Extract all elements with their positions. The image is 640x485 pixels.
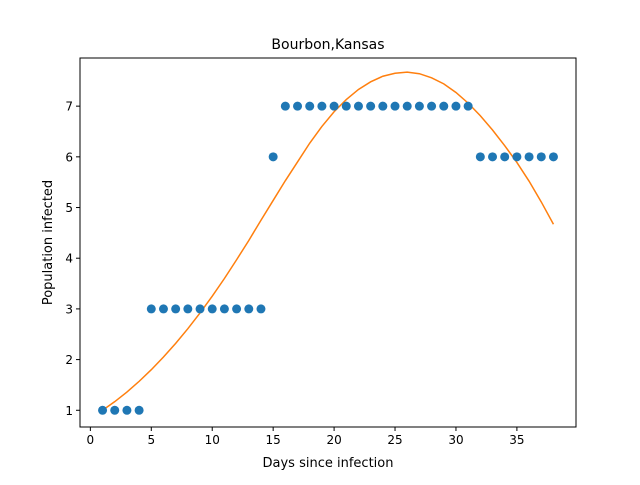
y-axis-label: Population infected	[41, 180, 56, 305]
data-point	[158, 304, 168, 314]
plot-frame	[79, 57, 577, 428]
data-point	[427, 101, 437, 111]
data-point	[548, 152, 558, 162]
x-tick-label: 35	[509, 433, 524, 447]
y-tick-label: 6	[65, 150, 73, 164]
data-point	[195, 304, 205, 314]
y-tick-label: 5	[65, 201, 73, 215]
data-point	[207, 304, 217, 314]
data-point	[244, 304, 254, 314]
data-point	[536, 152, 546, 162]
data-point	[171, 304, 181, 314]
data-point	[378, 101, 388, 111]
data-point	[293, 101, 303, 111]
data-point	[366, 101, 376, 111]
x-tick-label: 0	[87, 433, 95, 447]
y-tick-label: 2	[65, 353, 73, 367]
data-point	[268, 152, 278, 162]
data-point	[341, 101, 351, 111]
data-point	[488, 152, 498, 162]
line-layer	[102, 71, 555, 411]
data-point	[219, 304, 229, 314]
data-point	[512, 152, 522, 162]
data-point	[317, 101, 327, 111]
x-tick-label: 30	[448, 433, 463, 447]
data-point	[305, 101, 315, 111]
data-point	[402, 101, 412, 111]
data-point	[183, 304, 193, 314]
x-tick-label: 20	[326, 433, 341, 447]
data-point	[524, 152, 534, 162]
y-tick-label: 4	[65, 252, 73, 266]
x-tick-label: 5	[147, 433, 155, 447]
x-axis-label: Days since infection	[263, 456, 394, 471]
points-layer	[98, 101, 558, 415]
tick-layer: 0 5 10 15 20 25 30 35 1 2 3 4 5 6 7	[65, 100, 524, 447]
data-point	[500, 152, 510, 162]
data-point	[280, 101, 290, 111]
x-tick-label: 15	[266, 433, 281, 447]
data-point	[390, 101, 400, 111]
data-point	[256, 304, 266, 314]
data-point	[439, 101, 449, 111]
x-tick-label: 10	[205, 433, 220, 447]
data-point	[475, 152, 485, 162]
data-point	[451, 101, 461, 111]
data-point	[329, 101, 339, 111]
data-point	[353, 101, 363, 111]
y-tick-label: 1	[65, 404, 73, 418]
data-point	[463, 101, 473, 111]
chart-title: Bourbon,Kansas	[271, 37, 384, 53]
y-tick-label: 3	[65, 302, 73, 316]
data-point	[110, 405, 120, 415]
data-point	[122, 405, 132, 415]
data-point	[232, 304, 242, 314]
fit-line	[102, 71, 555, 411]
data-point	[134, 405, 144, 415]
data-point	[414, 101, 424, 111]
x-tick-label: 25	[387, 433, 402, 447]
data-point	[146, 304, 156, 314]
data-point	[98, 405, 108, 415]
y-tick-label: 7	[65, 100, 73, 114]
